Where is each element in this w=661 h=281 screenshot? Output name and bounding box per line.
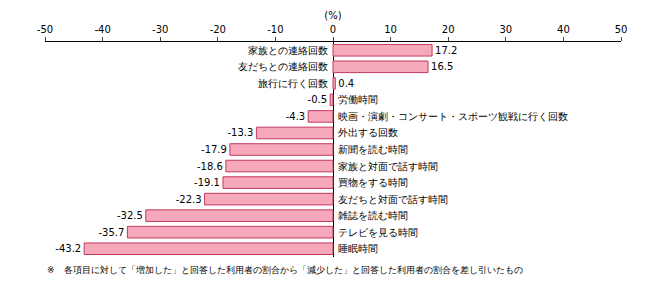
svg-text:30: 30 <box>499 24 512 35</box>
svg-text:新聞を読む時間: 新聞を読む時間 <box>338 144 408 155</box>
svg-text:(%): (%) <box>324 10 341 21</box>
svg-text:買物をする時間: 買物をする時間 <box>338 177 408 188</box>
svg-text:20: 20 <box>442 24 455 35</box>
svg-text:-32.5: -32.5 <box>117 210 143 221</box>
svg-text:労働時間: 労働時間 <box>338 94 378 105</box>
svg-text:-43.2: -43.2 <box>55 243 81 254</box>
svg-text:友だちとの連絡回数: 友だちとの連絡回数 <box>238 61 328 72</box>
svg-text:※ 各項目に対して「増加した」と回答した利用者の割合から「減: ※ 各項目に対して「増加した」と回答した利用者の割合から「減少した」と回答した利… <box>47 265 523 275</box>
svg-text:テレビを見る時間: テレビを見る時間 <box>338 227 418 238</box>
svg-text:-19.1: -19.1 <box>194 177 220 188</box>
svg-text:10: 10 <box>384 24 397 35</box>
svg-text:家族との連絡回数: 家族との連絡回数 <box>248 45 328 56</box>
svg-text:外出する回数: 外出する回数 <box>338 127 398 138</box>
svg-text:16.5: 16.5 <box>431 61 453 72</box>
svg-text:友だちと対面で話す時間: 友だちと対面で話す時間 <box>338 194 448 205</box>
svg-text:50: 50 <box>615 24 628 35</box>
svg-text:-22.3: -22.3 <box>176 194 202 205</box>
svg-text:0.4: 0.4 <box>338 78 354 89</box>
svg-text:家族と対面で話す時間: 家族と対面で話す時間 <box>338 161 438 172</box>
svg-text:-18.6: -18.6 <box>197 161 223 172</box>
svg-text:-20: -20 <box>210 24 226 35</box>
svg-text:睡眠時間: 睡眠時間 <box>338 243 378 254</box>
svg-text:-13.3: -13.3 <box>228 127 254 138</box>
svg-text:映画・演劇・コンサート・スポーツ観戦に行く回数: 映画・演劇・コンサート・スポーツ観戦に行く回数 <box>338 111 568 122</box>
svg-text:旅行に行く回数: 旅行に行く回数 <box>258 78 328 89</box>
svg-text:-0.5: -0.5 <box>308 94 328 105</box>
svg-text:40: 40 <box>557 24 570 35</box>
svg-text:-50: -50 <box>37 24 53 35</box>
svg-text:17.2: 17.2 <box>435 45 457 56</box>
svg-text:-40: -40 <box>94 24 110 35</box>
svg-text:-17.9: -17.9 <box>201 144 227 155</box>
svg-text:-35.7: -35.7 <box>98 227 124 238</box>
svg-text:-30: -30 <box>152 24 168 35</box>
svg-text:雑誌を読む時間: 雑誌を読む時間 <box>338 210 408 221</box>
svg-text:-10: -10 <box>267 24 283 35</box>
svg-text:-4.3: -4.3 <box>286 111 306 122</box>
svg-text:0: 0 <box>330 24 336 35</box>
